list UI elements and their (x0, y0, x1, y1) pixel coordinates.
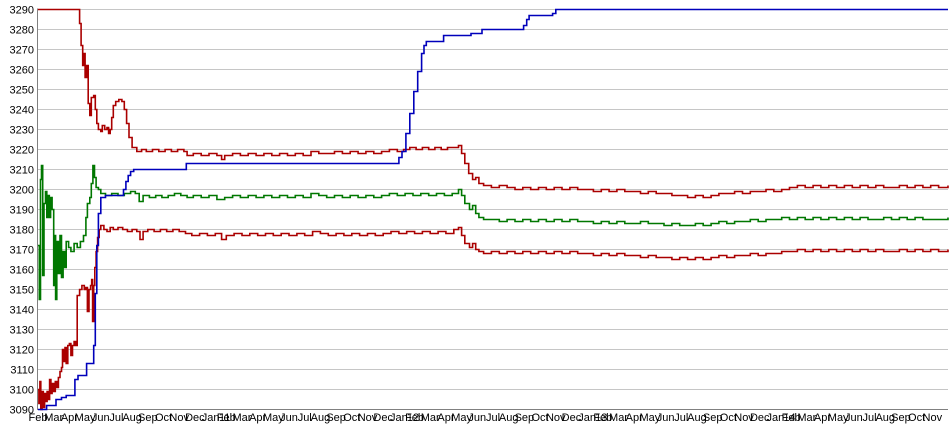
x-tick-label: Sep (138, 412, 158, 424)
y-tick-label: 3240 (10, 105, 34, 117)
axes (37, 8, 948, 410)
x-tick-label: Nov (546, 412, 566, 424)
x-tick-label: Mar (609, 412, 628, 424)
y-tick-label: 3290 (10, 5, 34, 17)
x-tick-label: Dec (373, 412, 393, 424)
y-tick-label: 3260 (10, 65, 34, 77)
x-tick-label: Oct (155, 412, 172, 424)
y-tick-label: 3140 (10, 305, 34, 317)
series-green-line (38, 164, 949, 301)
x-tick-label: Jun (280, 412, 298, 424)
x-tick-label: Sep (703, 412, 723, 424)
x-tick-label: Jan (767, 412, 785, 424)
series-blue-line (38, 8, 948, 411)
x-tick-label: Apr (814, 412, 831, 424)
x-tick-label: Aug (122, 412, 142, 424)
x-tick-label: Feb (217, 412, 236, 424)
x-tick-label: Jun (657, 412, 675, 424)
x-tick-label: Nov (923, 412, 943, 424)
x-tick-label: Apr (249, 412, 266, 424)
x-tick-label: Feb (593, 412, 612, 424)
x-tick-label: Nov (358, 412, 378, 424)
y-tick-label: 3200 (10, 185, 34, 197)
x-tick-label: Nov (169, 412, 189, 424)
x-tick-label: Nov (734, 412, 754, 424)
x-tick-label: Aug (311, 412, 331, 424)
x-tick-label: Feb (29, 412, 48, 424)
x-tick-label: Jan (578, 412, 596, 424)
y-tick-label: 3280 (10, 25, 34, 37)
x-tick-label: May (451, 412, 472, 424)
y-tick-label: 3120 (10, 345, 34, 357)
y-tick-label: 3150 (10, 285, 34, 297)
x-tick-label: Feb (782, 412, 801, 424)
y-tick-label: 3130 (10, 325, 34, 337)
x-tick-label: Jul (486, 412, 500, 424)
x-tick-label: May (640, 412, 661, 424)
x-tick-label: Jan (390, 412, 408, 424)
x-tick-label: Aug (875, 412, 895, 424)
y-tick-label: 3100 (10, 385, 34, 397)
x-tick-label: May (263, 412, 284, 424)
y-tick-label: 3160 (10, 265, 34, 277)
x-tick-label: Jun (92, 412, 110, 424)
y-tick-label: 3170 (10, 245, 34, 257)
y-tick-label: 3270 (10, 45, 34, 57)
x-tick-label: Mar (44, 412, 63, 424)
x-tick-label: Dec (562, 412, 582, 424)
x-tick-label: Apr (626, 412, 643, 424)
x-tick-label: Jul (298, 412, 312, 424)
x-tick-label: Aug (499, 412, 519, 424)
y-tick-label: 3220 (10, 145, 34, 157)
x-year-label: 14 (783, 412, 795, 424)
x-tick-label: Sep (891, 412, 911, 424)
x-tick-label: Aug (687, 412, 707, 424)
x-tick-label: Mar (797, 412, 816, 424)
x-tick-label: Sep (326, 412, 346, 424)
y-axis-labels: 3290 3280 3270 3260 3250 3240 3230 3220 3210 3200… (10, 5, 34, 417)
y-tick-label: 3110 (10, 365, 34, 377)
x-tick-label: Jun (468, 412, 486, 424)
y-tick-label: 3180 (10, 225, 34, 237)
x-tick-label: Jul (674, 412, 688, 424)
x-tick-label: Mar (232, 412, 251, 424)
y-tick-label: 3230 (10, 125, 34, 137)
series-red-lower-line (38, 224, 949, 411)
x-tick-label: May (828, 412, 849, 424)
x-tick-label: Jul (109, 412, 123, 424)
x-tick-label: Apr (61, 412, 78, 424)
x-year-label: 13 (595, 412, 607, 424)
series-red-upper-line (38, 8, 949, 199)
x-tick-label: Sep (515, 412, 535, 424)
y-tick-label: 3190 (10, 205, 34, 217)
x-tick-label: Apr (437, 412, 454, 424)
gridlines (38, 9, 948, 410)
x-tick-label: Oct (343, 412, 360, 424)
x-tick-label: Mar (421, 412, 440, 424)
x-tick-label: Jan (202, 412, 220, 424)
x-tick-label: May (75, 412, 96, 424)
x-tick-label: Oct (532, 412, 549, 424)
x-tick-label: Dec (185, 412, 205, 424)
x-tick-label: Oct (720, 412, 737, 424)
x-tick-label: Feb (405, 412, 424, 424)
y-tick-label: 3250 (10, 85, 34, 97)
x-tick-label: Dec (750, 412, 770, 424)
x-year-label: 11 (219, 412, 230, 424)
x-tick-label: Jun (845, 412, 863, 424)
y-tick-label: 3210 (10, 165, 34, 177)
x-tick-label: Oct (908, 412, 925, 424)
x-tick-label: Jul (863, 412, 877, 424)
y-tick-label: 3090 (10, 405, 34, 417)
x-year-label: 12 (407, 412, 419, 424)
